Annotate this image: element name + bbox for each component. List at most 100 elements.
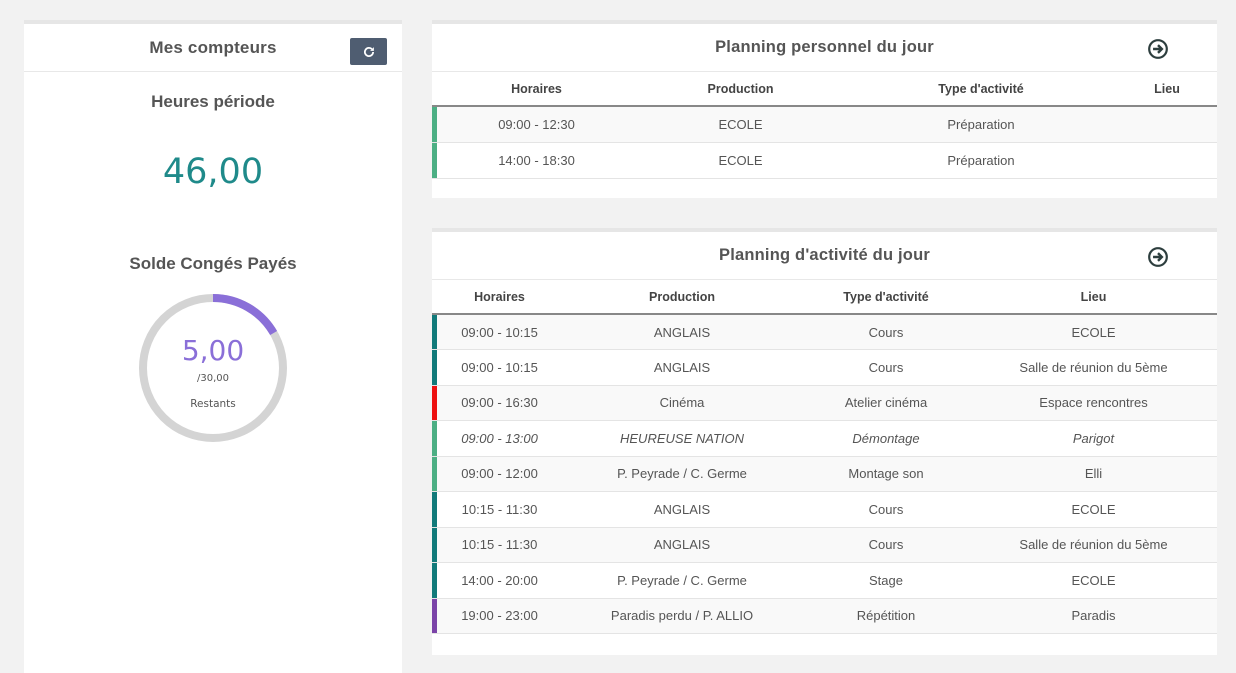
header-spacer xyxy=(432,280,437,315)
cell-production: ECOLE xyxy=(636,142,845,179)
cell-production: P. Peyrade / C. Germe xyxy=(562,562,802,599)
cell-place xyxy=(1117,106,1217,143)
paid-leave-label: Solde Congés Payés xyxy=(129,254,297,273)
cell-production: Cinéma xyxy=(562,385,802,421)
cell-type: Cours xyxy=(802,314,970,350)
cell-place: Elli xyxy=(970,456,1217,492)
header-type: Type d'activité xyxy=(802,280,970,315)
cell-time: 09:00 - 12:30 xyxy=(437,106,636,143)
header-production: Production xyxy=(562,280,802,315)
cell-place: Espace rencontres xyxy=(970,385,1217,421)
counters-title: Mes compteurs xyxy=(149,37,277,57)
cell-production: ANGLAIS xyxy=(562,314,802,350)
table-row[interactable]: 14:00 - 20:00 P. Peyrade / C. Germe Stage E… xyxy=(432,562,1217,599)
refresh-icon xyxy=(363,46,374,57)
activity-planning-panel: Planning d'activité du jour Horaires Pro… xyxy=(432,228,1217,655)
cell-production: P. Peyrade / C. Germe xyxy=(562,456,802,492)
cell-place: Salle de réunion du 5ème xyxy=(970,349,1217,386)
cell-type: Préparation xyxy=(845,106,1117,143)
table-row[interactable]: 09:00 - 16:30 Cinéma Atelier cinéma Espace … xyxy=(432,385,1217,421)
row-color-bar xyxy=(432,142,437,179)
header-time: Horaires xyxy=(437,72,636,107)
arrow-circle-right-icon[interactable] xyxy=(1147,246,1169,268)
cell-production: ANGLAIS xyxy=(562,349,802,386)
paid-leave-caption: Restants xyxy=(190,398,236,410)
cell-type: Montage son xyxy=(802,456,970,492)
row-color-bar xyxy=(432,106,437,143)
table-row[interactable]: 14:00 - 18:30 ECOLE Préparation xyxy=(432,142,1217,179)
paid-leave-value: 5,00 xyxy=(181,334,245,367)
cell-production: Paradis perdu / P. ALLIO xyxy=(562,598,802,634)
table-row[interactable]: 09:00 - 12:00 P. Peyrade / C. Germe Montag… xyxy=(432,456,1217,492)
table-header-row: Horaires Production Type d'activité Lieu xyxy=(432,280,1217,315)
activity-planning-title: Planning d'activité du jour xyxy=(718,246,930,264)
header-place: Lieu xyxy=(970,280,1217,315)
donut-chart xyxy=(139,294,287,442)
cell-type: Stage xyxy=(802,562,970,599)
cell-place: ECOLE xyxy=(970,314,1217,350)
row-color-bar xyxy=(432,349,437,386)
header-place: Lieu xyxy=(1117,72,1217,107)
cell-production: ANGLAIS xyxy=(562,491,802,528)
cell-type: Répétition xyxy=(802,598,970,634)
table-row[interactable]: 09:00 - 10:15 ANGLAIS Cours ECOLE xyxy=(432,314,1217,350)
header-spacer xyxy=(432,72,437,107)
activity-planning-table: Horaires Production Type d'activité Lieu… xyxy=(432,280,1217,634)
row-color-bar xyxy=(432,562,437,599)
cell-place: Salle de réunion du 5ème xyxy=(970,527,1217,563)
cell-time: 09:00 - 13:00 xyxy=(437,420,562,457)
cell-type: Préparation xyxy=(845,142,1117,179)
donut-arc xyxy=(139,294,287,442)
personal-planning-panel: Planning personnel du jour Horaires Prod… xyxy=(432,20,1217,198)
table-header-row: Horaires Production Type d'activité Lieu xyxy=(432,72,1217,107)
cell-time: 09:00 - 12:00 xyxy=(437,456,562,492)
header-production: Production xyxy=(636,72,845,107)
header-time: Horaires xyxy=(437,280,562,315)
cell-type: Cours xyxy=(802,491,970,528)
arrow-circle-right-icon[interactable] xyxy=(1147,38,1169,60)
cell-production: HEUREUSE NATION xyxy=(562,420,802,457)
cell-production: ECOLE xyxy=(636,106,845,143)
cell-time: 09:00 - 10:15 xyxy=(437,349,562,386)
cell-production: ANGLAIS xyxy=(562,527,802,563)
table-row[interactable]: 09:00 - 12:30 ECOLE Préparation xyxy=(432,106,1217,143)
hours-period-label: Heures période xyxy=(151,92,275,111)
row-color-bar xyxy=(432,491,437,528)
table-row[interactable]: 19:00 - 23:00 Paradis perdu / P. ALLIO Rép… xyxy=(432,598,1217,634)
cell-place: Parigot xyxy=(970,420,1217,457)
cell-time: 09:00 - 10:15 xyxy=(437,314,562,350)
row-color-bar xyxy=(432,420,437,457)
table-row[interactable]: 10:15 - 11:30 ANGLAIS Cours Salle de réunio… xyxy=(432,527,1217,563)
row-color-bar xyxy=(432,456,437,492)
row-color-bar xyxy=(432,527,437,563)
cell-time: 09:00 - 16:30 xyxy=(437,385,562,421)
counters-panel: Mes compteurs Heures période 46,00 Solde… xyxy=(24,20,402,673)
cell-place xyxy=(1117,142,1217,179)
cell-time: 10:15 - 11:30 xyxy=(437,491,562,528)
activity-planning-header: Planning d'activité du jour xyxy=(432,232,1217,280)
table-row[interactable]: 10:15 - 11:30 ANGLAIS Cours ECOLE xyxy=(432,491,1217,528)
row-color-bar xyxy=(432,385,437,421)
cell-time: 14:00 - 20:00 xyxy=(437,562,562,599)
counters-header: Mes compteurs xyxy=(24,24,402,72)
header-type: Type d'activité xyxy=(845,72,1117,107)
hours-period-value: 46,00 xyxy=(162,152,264,192)
personal-planning-header: Planning personnel du jour xyxy=(432,24,1217,72)
table-row[interactable]: 09:00 - 13:00 HEUREUSE NATION Démontage Par… xyxy=(432,420,1217,457)
paid-leave-donut: 5,00 /30,00 Restants xyxy=(137,292,289,444)
cell-type: Cours xyxy=(802,527,970,563)
cell-type: Démontage xyxy=(802,420,970,457)
row-color-bar xyxy=(432,598,437,634)
cell-place: Paradis xyxy=(970,598,1217,634)
cell-type: Atelier cinéma xyxy=(802,385,970,421)
paid-leave-total: /30,00 xyxy=(197,373,229,384)
table-row[interactable]: 09:00 - 10:15 ANGLAIS Cours Salle de réunio… xyxy=(432,349,1217,386)
cell-place: ECOLE xyxy=(970,491,1217,528)
cell-time: 14:00 - 18:30 xyxy=(437,142,636,179)
personal-planning-table: Horaires Production Type d'activité Lieu… xyxy=(432,72,1217,179)
personal-planning-title: Planning personnel du jour xyxy=(715,38,934,56)
cell-place: ECOLE xyxy=(970,562,1217,599)
cell-time: 10:15 - 11:30 xyxy=(437,527,562,563)
refresh-button[interactable] xyxy=(350,38,387,65)
row-color-bar xyxy=(432,314,437,350)
